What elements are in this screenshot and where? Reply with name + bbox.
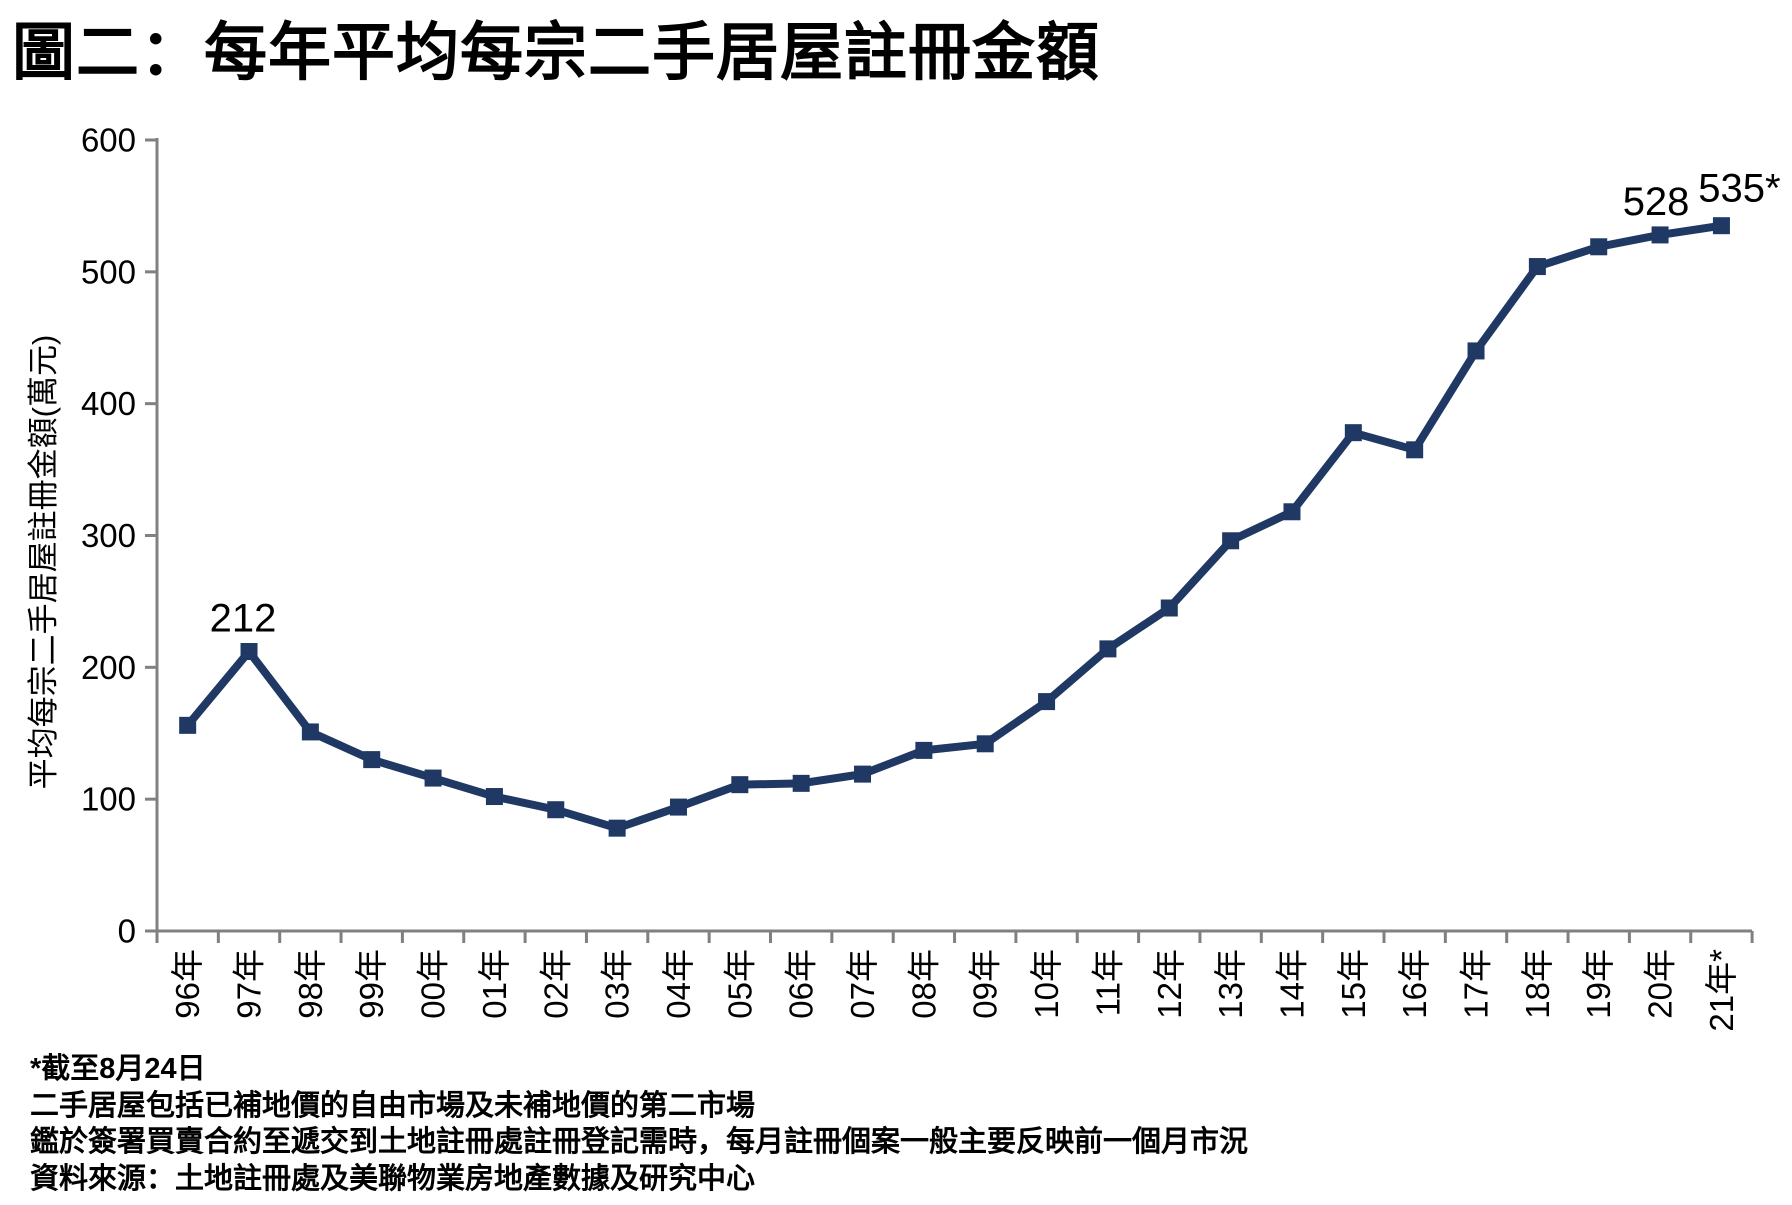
x-tick-label: 09年 bbox=[967, 949, 1004, 1019]
data-point bbox=[1651, 226, 1669, 244]
footnote-source: 資料來源：土地註冊處及美聯物業房地產數據及研究中心 bbox=[30, 1162, 756, 1195]
x-tick-label: 99年 bbox=[353, 949, 390, 1019]
data-point bbox=[547, 801, 565, 819]
footnote-definition: 二手居屋包括已補地價的自由市場及未補地價的第二市場 bbox=[30, 1089, 756, 1122]
x-tick-label: 02年 bbox=[537, 949, 574, 1019]
data-point bbox=[240, 643, 258, 661]
y-tick-label: 200 bbox=[81, 649, 136, 686]
data-point bbox=[854, 765, 872, 783]
data-point bbox=[1038, 693, 1056, 711]
x-tick-label: 00年 bbox=[415, 949, 452, 1019]
x-tick-label: 08年 bbox=[905, 949, 942, 1019]
data-point bbox=[1160, 599, 1178, 617]
x-tick-label: 14年 bbox=[1273, 949, 1310, 1019]
x-tick-label: 04年 bbox=[660, 949, 697, 1019]
data-point-label: 212 bbox=[210, 597, 277, 641]
data-point bbox=[1467, 342, 1485, 360]
x-tick-label: 19年 bbox=[1580, 949, 1617, 1019]
x-tick-label: 05年 bbox=[721, 949, 758, 1019]
x-tick-label: 13年 bbox=[1212, 949, 1249, 1019]
data-point bbox=[1406, 441, 1424, 459]
footnote-cutoff-date: *截至8月24日 bbox=[30, 1053, 206, 1085]
y-tick-label: 400 bbox=[81, 385, 136, 422]
y-tick-label: 100 bbox=[81, 781, 136, 818]
x-tick-label: 11年 bbox=[1089, 949, 1126, 1016]
footnote-methodology: 鑑於簽署買賣合約至遞交到土地註冊處註冊登記需時，每月註冊個案一般主要反映前一個月… bbox=[30, 1126, 1249, 1158]
data-point bbox=[1222, 532, 1240, 550]
x-tick-label: 18年 bbox=[1519, 949, 1556, 1019]
y-tick-label: 600 bbox=[81, 122, 136, 159]
data-point bbox=[608, 819, 626, 837]
data-point bbox=[363, 751, 381, 769]
x-tick-label: 12年 bbox=[1151, 949, 1188, 1019]
data-point bbox=[976, 735, 994, 753]
data-point bbox=[669, 798, 687, 816]
y-axis-title: 平均每宗二手居屋註冊金額(萬元) bbox=[26, 334, 61, 790]
data-point bbox=[1712, 217, 1730, 235]
x-tick-label: 07年 bbox=[844, 949, 881, 1019]
x-tick-label: 10年 bbox=[1028, 949, 1065, 1019]
data-point bbox=[1528, 258, 1546, 276]
chart-title: 圖二：每年平均每宗二手居屋註冊金額 bbox=[12, 18, 1100, 88]
data-point bbox=[731, 776, 749, 794]
x-tick-label: 01年 bbox=[476, 949, 513, 1019]
data-point-label: 528 bbox=[1623, 180, 1690, 224]
data-point bbox=[1283, 503, 1301, 521]
x-tick-label: 17年 bbox=[1458, 949, 1495, 1019]
series-line bbox=[184, 221, 1723, 833]
x-tick-label: 96年 bbox=[169, 949, 206, 1019]
x-tick-label: 21年* bbox=[1703, 949, 1740, 1032]
data-point bbox=[915, 741, 933, 759]
x-tick-label: 97年 bbox=[231, 949, 268, 1019]
data-point bbox=[301, 723, 319, 741]
x-tick-label: 15年 bbox=[1335, 949, 1372, 1019]
data-point bbox=[179, 716, 197, 734]
data-point bbox=[1344, 424, 1362, 442]
data-point bbox=[1099, 640, 1117, 658]
x-tick-label: 98年 bbox=[292, 949, 329, 1019]
x-tick-label: 20年 bbox=[1642, 949, 1679, 1019]
y-tick-label: 500 bbox=[81, 253, 136, 290]
footnotes: *截至8月24日 二手居屋包括已補地價的自由市場及未補地價的第二市場 鑑於簽署買… bbox=[30, 1051, 1248, 1197]
y-tick-label: 300 bbox=[81, 517, 136, 554]
data-point bbox=[485, 788, 503, 806]
y-tick-label: 0 bbox=[118, 913, 136, 950]
x-tick-label: 03年 bbox=[599, 949, 636, 1019]
x-tick-label: 16年 bbox=[1396, 949, 1433, 1019]
data-point bbox=[424, 769, 442, 787]
x-tick-label: 06年 bbox=[783, 949, 820, 1019]
data-point bbox=[1590, 238, 1608, 256]
data-point bbox=[792, 774, 810, 792]
data-point-label: 535* bbox=[1698, 167, 1780, 211]
